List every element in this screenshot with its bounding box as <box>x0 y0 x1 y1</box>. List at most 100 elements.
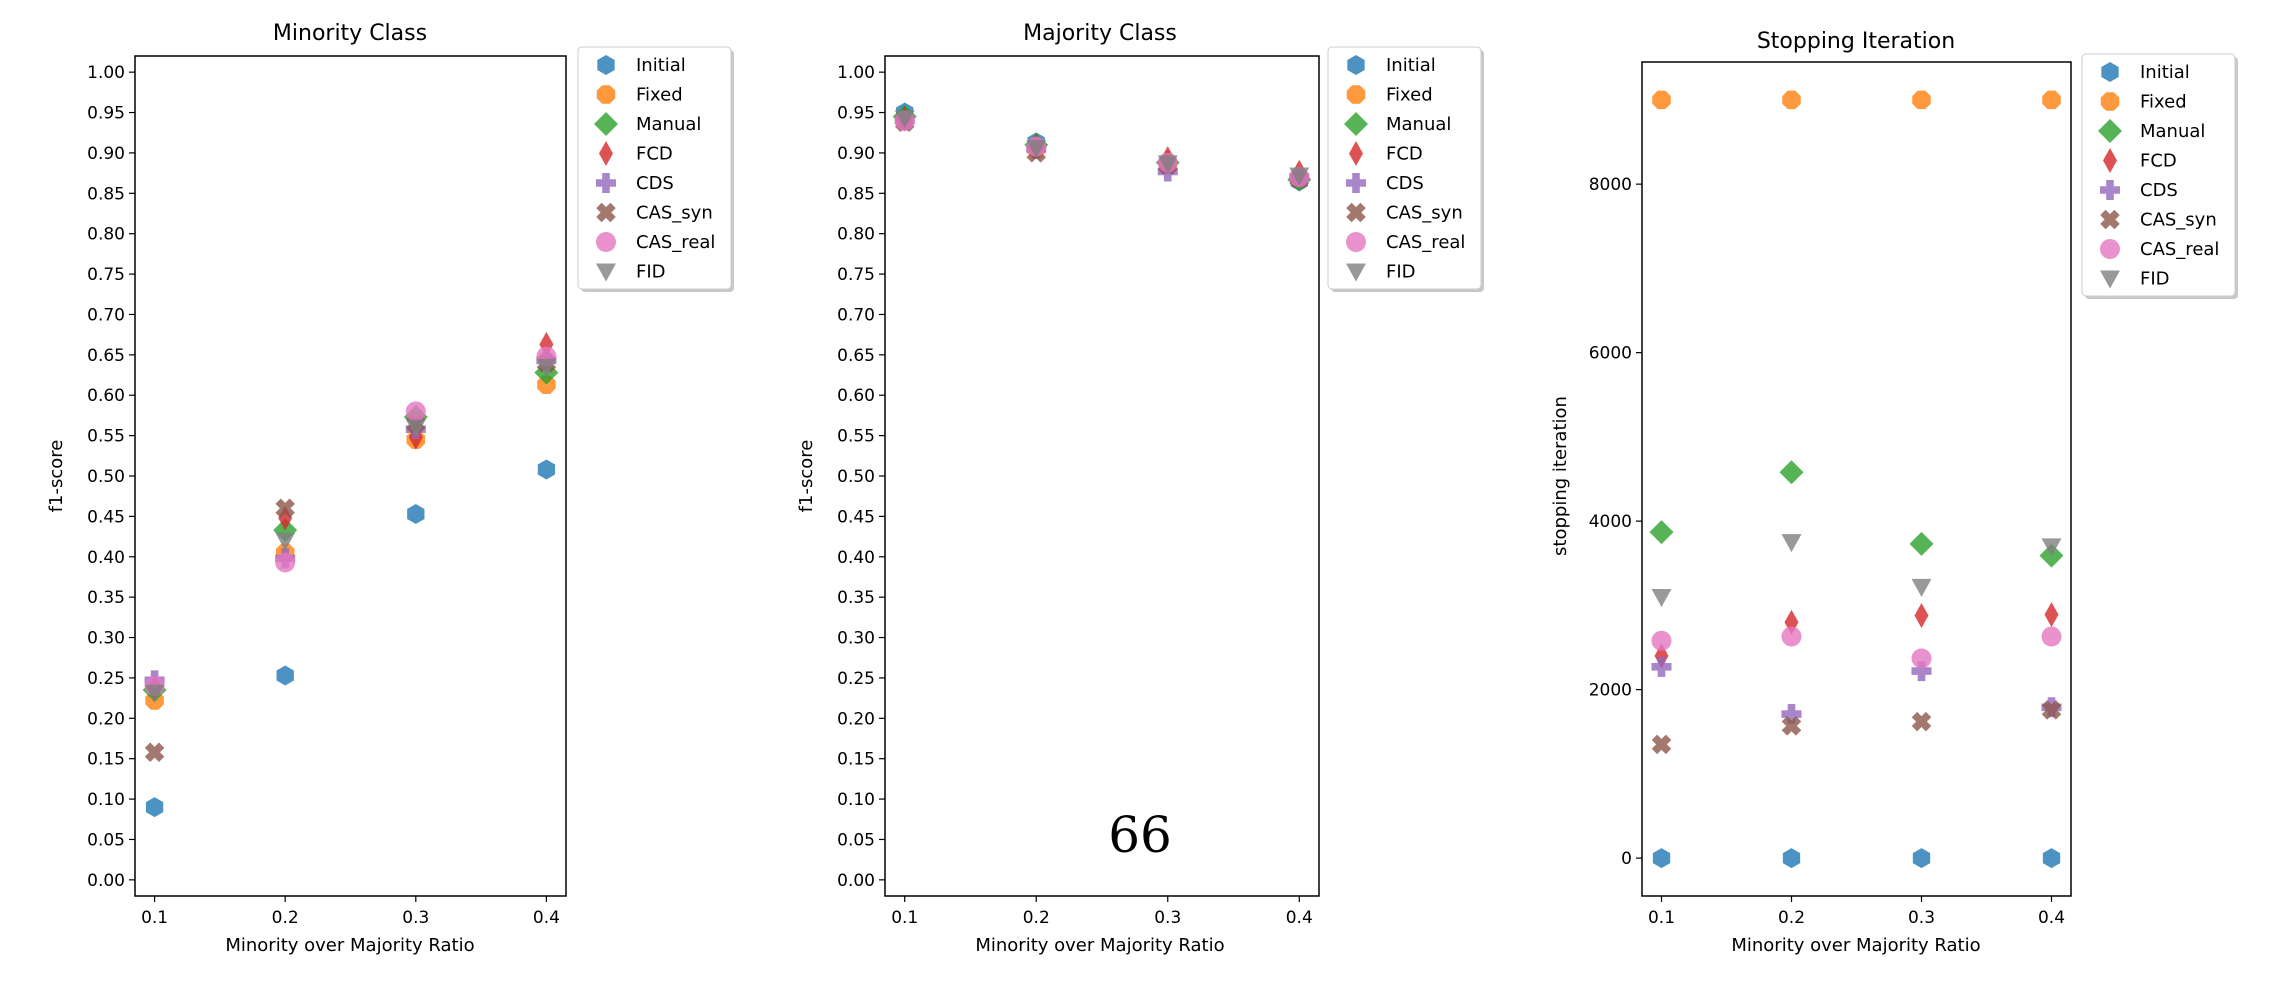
legend: Initial Fixed Manual FCD CDS CAS_syn CAS_real F… <box>2081 53 2238 299</box>
legend-marker-cas-real <box>1346 232 1366 252</box>
legend-marker-manual <box>1344 112 1368 136</box>
y-tick-label: 0.00 <box>87 871 125 891</box>
y-tick-label: 0.30 <box>87 629 125 649</box>
y-tick-label: 0.00 <box>837 871 875 891</box>
y-tick-label: 0.20 <box>87 709 125 729</box>
data-point-cas-syn <box>1781 716 1802 736</box>
x-tick-label: 0.2 <box>272 908 299 928</box>
x-axis-label: Minority over Majority Ratio <box>1731 935 1980 956</box>
x-tick-label: 0.1 <box>1648 908 1675 928</box>
y-tick-label: 0.20 <box>837 709 875 729</box>
chart-stopping-iteration: Stopping Iteration 0 2000 4000 6000 8000 0.1… <box>1550 29 2238 956</box>
data-point-manual <box>1909 531 1934 556</box>
legend-label: CAS_syn <box>1386 203 1463 224</box>
legend-label: FCD <box>2140 151 2177 172</box>
plot-frame <box>134 55 567 897</box>
legend-label: Manual <box>2140 121 2205 142</box>
y-tick-label: 0 <box>1621 849 1632 869</box>
data-point-cas-real <box>1651 630 1672 651</box>
data-point-fixed <box>1782 90 1801 110</box>
legend-marker-fcd <box>1349 141 1363 166</box>
legend-label: Initial <box>2140 62 2190 83</box>
y-tick-label: 0.25 <box>87 669 125 689</box>
y-tick-label: 0.45 <box>87 507 125 527</box>
y-tick-label: 0.95 <box>87 104 125 124</box>
data-point-cas-real <box>405 401 426 422</box>
legend-label: CDS <box>636 173 674 194</box>
y-tick-label: 0.45 <box>837 507 875 527</box>
y-tick-label: 0.70 <box>87 305 125 325</box>
y-axis: 0.00 0.05 0.10 0.15 0.20 0.25 0.30 0.35 0.40 0.45… <box>87 63 135 891</box>
chart-title: Stopping Iteration <box>1757 29 1955 54</box>
legend-marker-cas-syn <box>596 202 616 223</box>
y-tick-label: 8000 <box>1589 175 1632 195</box>
chart-majority-class: Majority Class 0.000.050.100.150.200.250… <box>796 21 1484 956</box>
plot-frame <box>1641 61 2072 897</box>
y-tick-label: 0.85 <box>837 184 875 204</box>
data-point-cds <box>1651 656 1672 677</box>
y-tick-label: 1.00 <box>837 63 875 83</box>
data-point-initial <box>407 503 425 524</box>
y-tick-label: 0.65 <box>837 346 875 366</box>
legend-label: Manual <box>1386 114 1451 135</box>
legend-box <box>2081 53 2236 297</box>
data-point-fixed <box>1912 90 1931 110</box>
data-point-fid <box>1651 588 1672 607</box>
legend-marker-cds <box>2100 180 2120 200</box>
x-tick-label: 0.4 <box>2038 908 2065 928</box>
legend-marker-fid <box>2100 270 2120 289</box>
legend-marker-cas-real <box>596 232 616 252</box>
x-axis: 0.1 0.2 0.3 0.4 <box>1648 896 2065 928</box>
legend-marker-initial <box>1347 55 1365 75</box>
data-point-initial <box>276 665 294 686</box>
legend: Initial Fixed Manual FCD CDS CAS_syn CAS_real F… <box>1327 46 1484 292</box>
data-point-cas-syn <box>1651 734 1672 755</box>
data-point-initial <box>1782 848 1801 869</box>
legend-marker-fixed <box>596 85 616 104</box>
y-tick-label: 2000 <box>1589 681 1632 701</box>
plot-marks <box>1649 90 2064 869</box>
data-point-fid <box>405 419 426 438</box>
y-tick-label: 0.10 <box>87 790 125 810</box>
data-point-fid <box>536 358 557 377</box>
legend: Initial Fixed Manual FCD CDS CAS_syn CAS_real F… <box>577 46 734 292</box>
legend-marker-cas-syn <box>1346 202 1366 223</box>
legend-label: CDS <box>1386 173 1424 194</box>
y-axis-label: f1-score <box>796 440 817 513</box>
x-tick-label: 0.2 <box>1023 908 1050 928</box>
y-tick-label: 0.15 <box>87 750 125 770</box>
y-tick-label: 0.50 <box>87 467 125 487</box>
data-point-initial <box>145 797 164 818</box>
legend-marker-fcd <box>2103 148 2117 173</box>
data-point-fid <box>1026 140 1047 159</box>
y-tick-label: 0.55 <box>87 427 125 447</box>
legend-marker-cds <box>1346 173 1366 193</box>
data-point-fcd <box>2044 602 2059 628</box>
y-tick-label: 0.90 <box>837 144 875 164</box>
x-tick-label: 0.3 <box>1154 908 1181 928</box>
x-tick-label: 0.4 <box>1286 908 1313 928</box>
legend-box <box>577 46 732 290</box>
chart-title: Majority Class <box>1023 21 1177 46</box>
y-tick-label: 0.70 <box>837 305 875 325</box>
legend-label: CAS_syn <box>2140 210 2217 231</box>
data-point-initial <box>2042 848 2061 869</box>
y-tick-label: 0.10 <box>837 790 875 810</box>
data-point-fid <box>1289 167 1310 186</box>
x-tick-label: 0.1 <box>891 908 918 928</box>
data-point-cds <box>1781 704 1802 725</box>
x-tick-label: 0.1 <box>141 908 168 928</box>
legend-marker-cas-real <box>2100 239 2120 259</box>
chart-title: Minority Class <box>273 21 427 46</box>
x-axis-label: Minority over Majority Ratio <box>975 935 1224 956</box>
legend-label: CAS_real <box>2140 239 2219 260</box>
data-point-cas-real <box>2041 626 2062 647</box>
y-tick-label: 0.25 <box>837 669 875 689</box>
legend-marker-fcd <box>599 141 613 166</box>
y-tick-label: 0.80 <box>87 225 125 245</box>
y-tick-label: 0.60 <box>837 386 875 406</box>
legend-label: Initial <box>636 55 686 76</box>
data-point-cas-syn <box>2041 700 2062 720</box>
y-axis: 0.00 0.05 0.10 0.15 0.20 0.25 0.30 0.35 0.40 0.45… <box>837 63 885 891</box>
y-axis: 0 2000 4000 6000 8000 <box>1589 175 1642 869</box>
